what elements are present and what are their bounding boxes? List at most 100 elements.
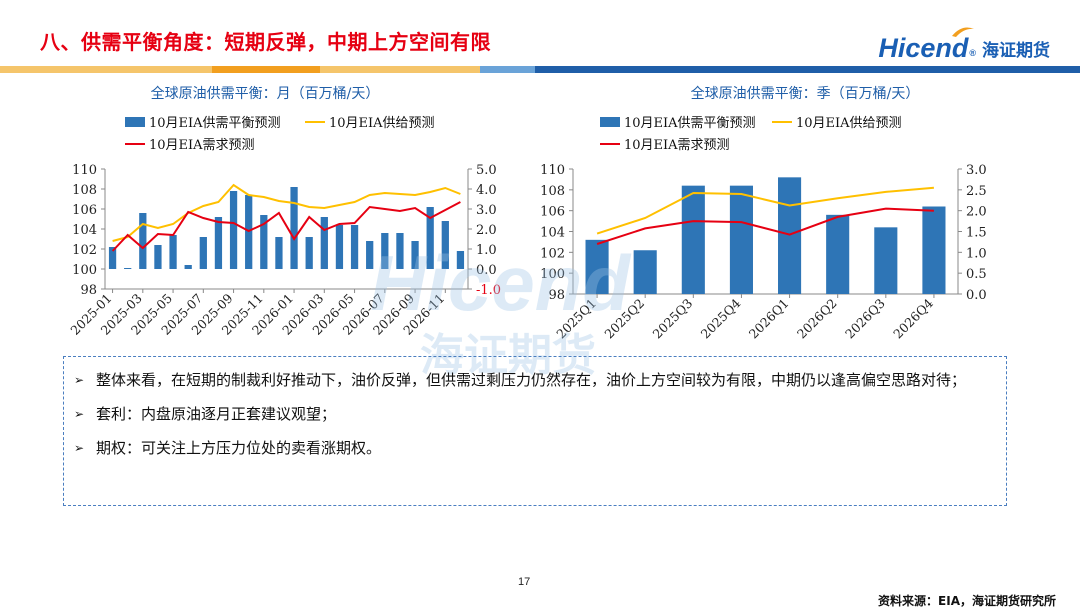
bar-balance — [426, 207, 434, 269]
left-tick-label: 100 — [540, 267, 565, 282]
left-tick-label: 104 — [72, 223, 97, 238]
note-text: 期权：可关注上方压力位处的卖看涨期权。 — [96, 439, 382, 457]
right-tick-label: 2.0 — [966, 205, 987, 220]
bar-balance — [366, 241, 374, 269]
note-item: ➢ 期权：可关注上方压力位处的卖看涨期权。 — [74, 433, 996, 463]
analysis-notes: ➢ 整体来看，在短期的制裁利好推动下，油价反弹，但供需过剩压力仍然存在，油价上方… — [63, 356, 1007, 506]
line-demand — [596, 207, 934, 245]
bar-balance — [922, 206, 946, 294]
left-tick-label: 110 — [540, 163, 565, 178]
right-tick-label: 0.0 — [966, 288, 987, 303]
right-tick-label: 1.5 — [966, 226, 987, 241]
left-tick-label: 102 — [72, 243, 97, 258]
bar-balance — [169, 235, 177, 269]
monthly-balance-chart: 全球原油供需平衡：月（百万桶/天） 10月EIA供需平衡预测 10月EIA供给预测 1… — [0, 80, 530, 350]
band-segment — [0, 66, 212, 73]
right-tick-label: 0.0 — [476, 263, 497, 278]
right-tick-label: 1.0 — [476, 243, 497, 258]
right-tick-label: 0.5 — [966, 267, 987, 282]
right-tick-label: 2.5 — [966, 184, 987, 199]
logo-cn: 海证期货 — [982, 40, 1050, 61]
page-number: 17 — [518, 576, 531, 588]
left-tick-label: 110 — [72, 163, 97, 178]
bullet-arrow-icon: ➢ — [74, 441, 85, 455]
right-tick-label: 3.0 — [476, 203, 497, 218]
left-tick-label: 100 — [72, 263, 97, 278]
legend-label: 10月EIA供需平衡预测 — [149, 116, 281, 131]
note-item: ➢ 套利：内盘原油逐月正套建议观望； — [74, 399, 996, 429]
left-tick-label: 108 — [540, 184, 565, 199]
x-tick-label: 2025Q3 — [649, 295, 695, 341]
bar-balance — [874, 227, 898, 294]
monthly-chart-svg: 全球原油供需平衡：月（百万桶/天） 10月EIA供需平衡预测 10月EIA供给预测 1… — [67, 85, 501, 338]
line-supply — [596, 186, 934, 235]
header-band — [0, 66, 1080, 73]
band-segment — [535, 66, 1080, 73]
bar-balance — [396, 233, 404, 269]
chart-title: 全球原油供需平衡：季（百万桶/天） — [691, 85, 920, 102]
bar-balance — [229, 191, 238, 269]
legend-label: 10月EIA供给预测 — [796, 116, 902, 131]
source-note: 资料来源：EIA，海证期货研究所 — [878, 594, 1056, 608]
bar-balance — [260, 215, 268, 269]
note-item: ➢ 整体来看，在短期的制裁利好推动下，油价反弹，但供需过剩压力仍然存在，油价上方… — [74, 365, 996, 395]
bullet-arrow-icon: ➢ — [74, 373, 85, 387]
quarterly-chart-svg: 全球原油供需平衡：季（百万桶/天） 10月EIA供需平衡预测 10月EIA供给预测 1… — [540, 85, 987, 342]
left-tick-label: 108 — [72, 183, 97, 198]
x-tick-label: 2026Q4 — [890, 295, 936, 341]
legend-label: 10月EIA供需平衡预测 — [624, 116, 756, 131]
bar-balance — [275, 237, 283, 269]
right-tick-label: 2.0 — [476, 223, 497, 238]
x-tick-label: 2026Q1 — [746, 296, 792, 342]
page-title: 八、供需平衡角度：短期反弹，中期上方空间有限 — [40, 30, 491, 54]
quarterly-balance-chart: 全球原油供需平衡：季（百万桶/天） 10月EIA供需平衡预测 10月EIA供给预测 1… — [540, 80, 1070, 350]
band-segment — [212, 66, 320, 73]
bar-balance — [108, 247, 117, 269]
bar-balance — [335, 225, 344, 269]
right-tick-label: 1.0 — [966, 246, 987, 261]
x-tick-label: 2026Q3 — [842, 295, 888, 341]
logo-swoosh-icon — [952, 27, 975, 37]
line-supply — [112, 183, 461, 242]
right-tick-label: -1.0 — [476, 283, 501, 298]
bar-balance — [305, 237, 313, 269]
bar-balance — [411, 241, 419, 269]
bar-balance — [139, 213, 147, 269]
logo-brand: Hicend — [878, 32, 969, 63]
x-tick-label: 2026Q2 — [794, 296, 840, 342]
legend-swatch-bar — [600, 117, 620, 127]
right-tick-label: 4.0 — [476, 183, 497, 198]
legend-label: 10月EIA供给预测 — [329, 116, 435, 131]
bar-balance — [320, 217, 328, 269]
bar-balance — [350, 225, 359, 269]
left-tick-label: 104 — [540, 226, 565, 241]
right-tick-label: 3.0 — [966, 163, 987, 178]
x-tick-label: 2025Q2 — [601, 296, 647, 342]
note-text: 套利：内盘原油逐月正套建议观望； — [96, 405, 337, 423]
bar-balance — [633, 250, 657, 294]
bar-balance — [441, 221, 449, 269]
bar-balance — [585, 239, 609, 294]
legend-label: 10月EIA需求预测 — [624, 138, 730, 153]
left-tick-label: 98 — [80, 283, 97, 298]
bar-balance — [729, 185, 753, 294]
bar-balance — [826, 214, 850, 294]
bar-balance — [184, 265, 192, 269]
bar-balance — [456, 251, 465, 269]
note-text: 整体来看，在短期的制裁利好推动下，油价反弹，但供需过剩压力仍然存在，油价上方空间… — [96, 371, 967, 389]
band-segment — [320, 66, 480, 73]
bar-balance — [381, 233, 389, 269]
left-tick-label: 98 — [548, 288, 565, 303]
bar-balance — [199, 237, 207, 269]
x-tick-label: 2025Q4 — [698, 295, 744, 341]
bar-balance — [124, 268, 132, 269]
left-tick-label: 102 — [540, 246, 565, 261]
bar-balance — [214, 217, 223, 269]
company-logo: Hicend ® 海证期货 — [878, 27, 1050, 64]
bullet-arrow-icon: ➢ — [74, 407, 85, 421]
chart-title: 全球原油供需平衡：月（百万桶/天） — [151, 85, 380, 102]
logo-reg: ® — [969, 48, 976, 58]
line-demand — [111, 201, 461, 252]
bar-balance — [290, 187, 298, 269]
bar-balance — [681, 185, 705, 294]
